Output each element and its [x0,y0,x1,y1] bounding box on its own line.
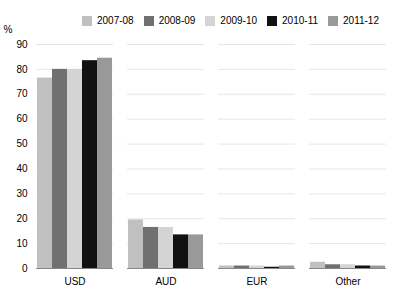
svg-text:80: 80 [16,64,28,75]
svg-text:0: 0 [22,263,28,274]
svg-text:10: 10 [16,238,28,249]
html-text:2007-08: 2007-08 [97,15,134,26]
svg-text:60: 60 [16,113,28,124]
svg-text:40: 40 [16,163,28,174]
html-text:2009-10: 2009-10 [220,15,258,26]
svg-text:Other: Other [335,276,361,287]
svg-text:AUD: AUD [155,276,176,287]
svg-text:30: 30 [16,188,28,199]
svg-text:20: 20 [16,213,28,224]
svg-text:%: % [4,24,13,35]
html-text:2010-11: 2010-11 [282,15,318,26]
svg-text:50: 50 [16,138,28,149]
svg-text:90: 90 [16,39,28,50]
svg-text:EUR: EUR [246,276,267,287]
html-text:2008-09: 2008-09 [158,15,196,26]
svg-text:70: 70 [16,88,28,99]
html-text:2011-12: 2011-12 [343,15,379,26]
svg-text:USD: USD [64,276,85,287]
